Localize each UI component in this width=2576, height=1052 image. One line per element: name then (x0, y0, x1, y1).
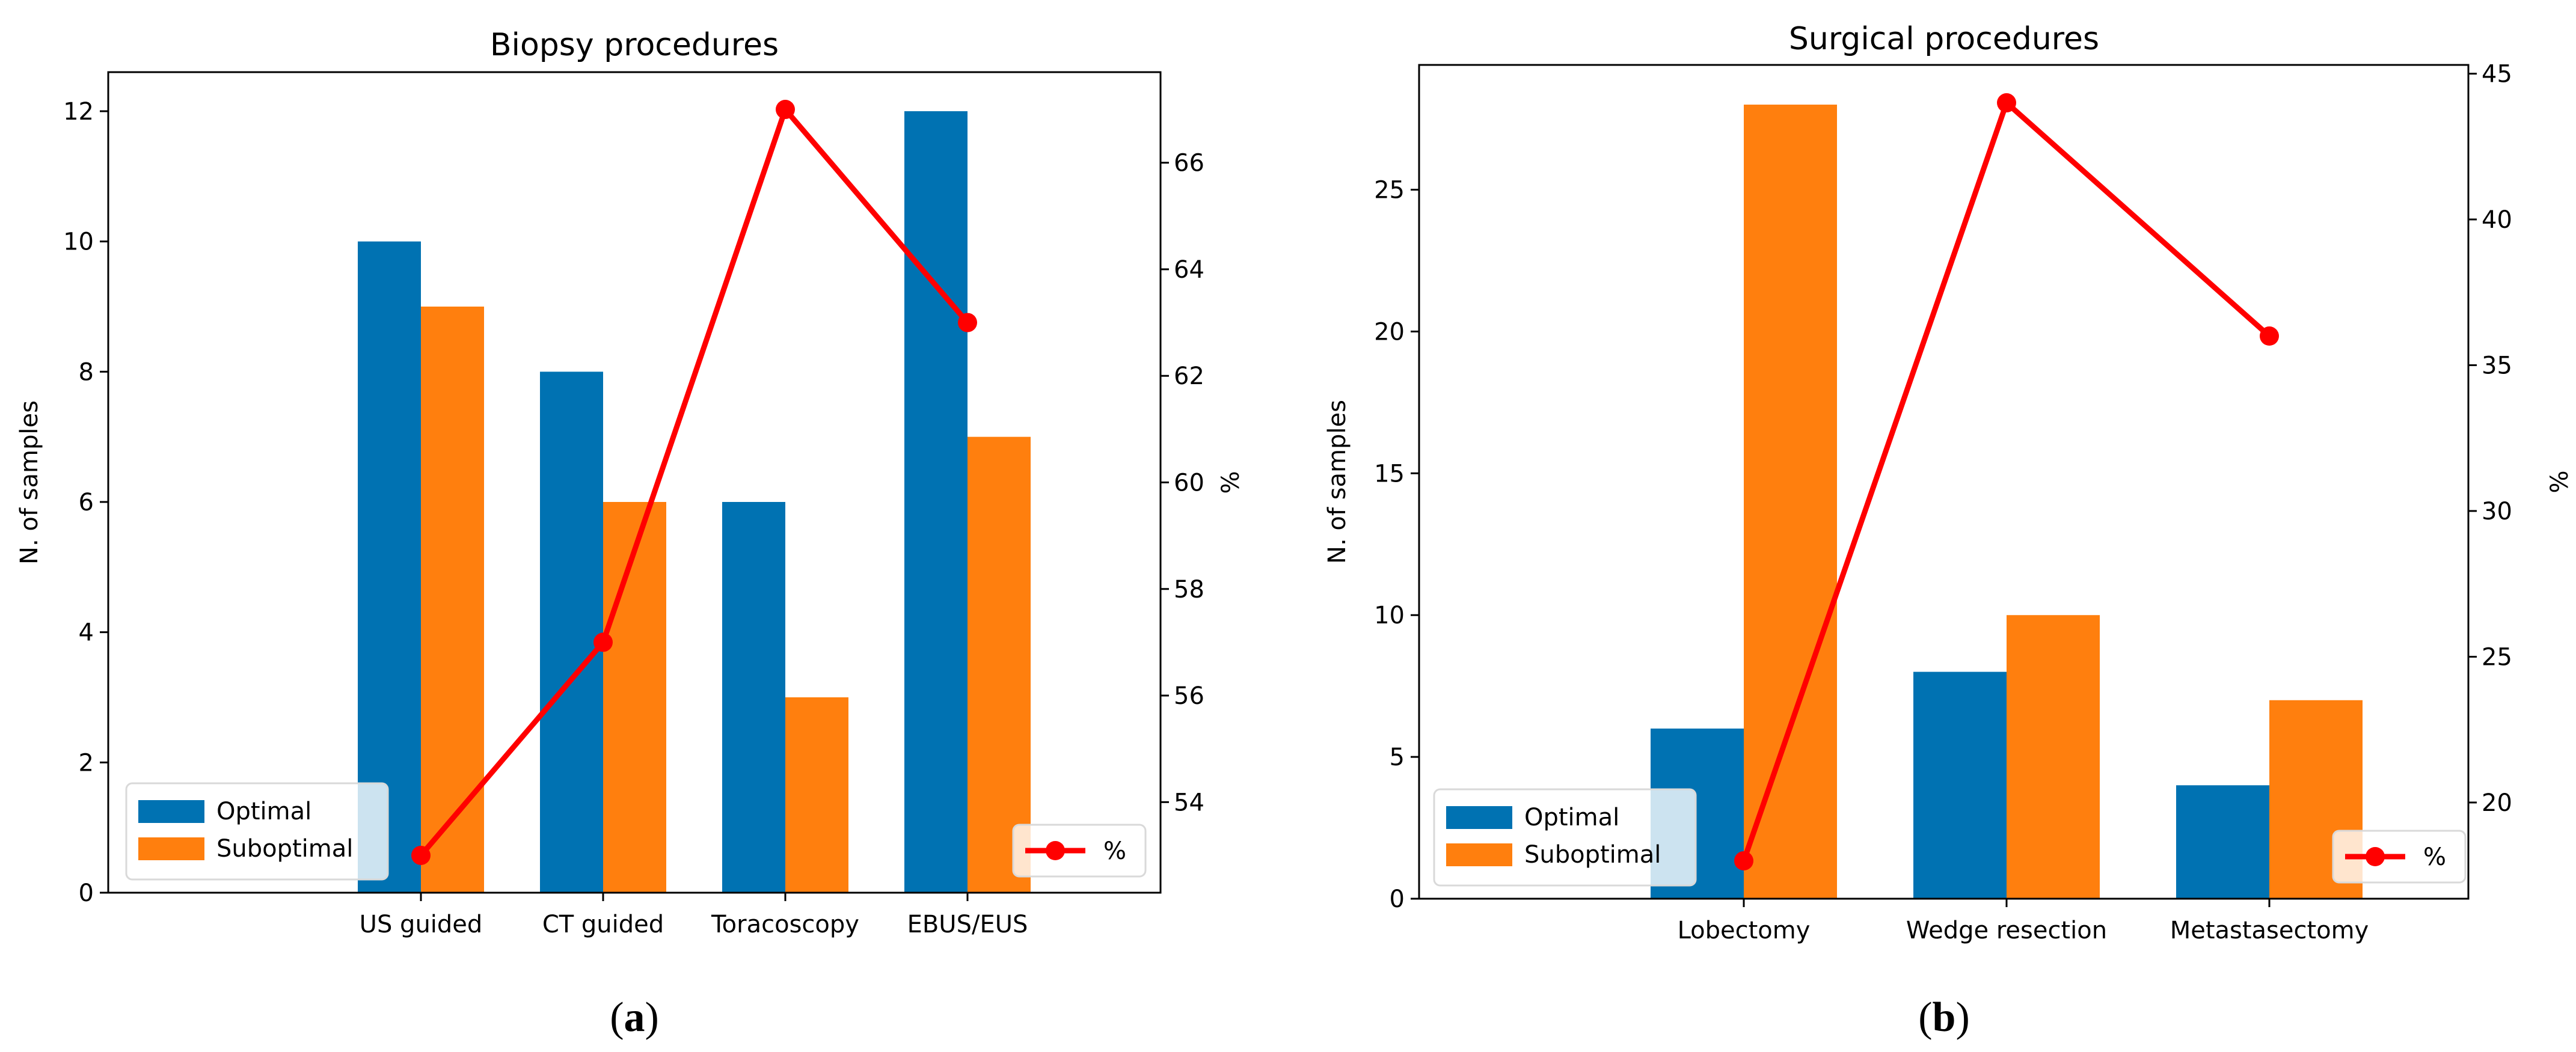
bar-suboptimal-0 (1744, 105, 1837, 899)
legend-label-suboptimal: Suboptimal (1524, 841, 1661, 869)
legend-label-percent: % (1103, 837, 1126, 865)
y2-tick-label: 20 (2482, 789, 2512, 817)
panel-caption: (b) (1918, 994, 1970, 1041)
panel-caption: (a) (610, 994, 659, 1041)
y2-tick-label: 40 (2482, 206, 2512, 234)
legend-swatch-suboptimal (1446, 843, 1512, 866)
line-legend: % (2332, 830, 2467, 884)
y-tick-label: 5 (1390, 744, 1405, 771)
percent-point-1 (593, 632, 613, 652)
bar-optimal-2 (722, 502, 785, 893)
bar-suboptimal-0 (421, 307, 484, 893)
x-tick-label: Wedge resection (1906, 917, 2107, 944)
y2-tick-label: 58 (1174, 576, 1204, 604)
y2-tick-label: 62 (1174, 362, 1204, 390)
y2-tick-label: 64 (1174, 256, 1204, 284)
percent-point-0 (411, 845, 431, 865)
y-tick-label: 15 (1374, 460, 1405, 488)
legend-line-marker (2366, 847, 2385, 866)
x-tick-label: Lobectomy (1678, 917, 1811, 944)
bar-optimal-1 (1913, 671, 2007, 899)
y-tick-label: 10 (63, 228, 94, 256)
y-axis-label: N. of samples (16, 400, 43, 564)
y2-tick-label: 25 (2482, 643, 2512, 671)
percent-point-2 (2260, 326, 2279, 346)
percent-line (419, 106, 970, 857)
legend-label-suboptimal: Suboptimal (216, 835, 353, 863)
legend-line-marker (1046, 841, 1065, 860)
percent-point-1 (1997, 93, 2016, 113)
y2-tick-label: 66 (1174, 150, 1204, 177)
x-tick-label: Metastasectomy (2170, 917, 2369, 944)
y2-tick-label: 54 (1174, 789, 1204, 816)
bar-suboptimal-2 (785, 697, 848, 893)
y-tick-label: 6 (79, 489, 94, 516)
bar-suboptimal-3 (968, 436, 1031, 893)
chart-title: Surgical procedures (1789, 21, 2099, 57)
legend-label-optimal: Optimal (1524, 804, 1619, 831)
line-legend: % (1012, 824, 1147, 878)
legend-swatch-optimal (138, 800, 204, 823)
bar-legend: Optimal Suboptimal (125, 782, 389, 881)
percent-point-0 (1734, 851, 1753, 870)
percent-point-2 (776, 100, 795, 120)
y-tick-label: 8 (79, 358, 94, 386)
legend-swatch-optimal (1446, 806, 1512, 829)
chart-title: Biopsy procedures (490, 27, 779, 63)
chart-a: 0 2 4 6 8 10 12 54 56 58 60 62 64 66 US guided CT guide… (16, 27, 1245, 1041)
x-tick-label: EBUS/EUS (907, 911, 1028, 938)
y-tick-label: 20 (1374, 318, 1405, 346)
y2-tick-label: 35 (2482, 352, 2512, 380)
y-tick-label: 25 (1374, 177, 1405, 204)
y-tick-label: 2 (79, 749, 94, 777)
bar-suboptimal-1 (603, 502, 666, 893)
y-tick-label: 0 (79, 879, 94, 907)
bar-optimal-2 (2176, 785, 2269, 899)
y2-tick-label: 56 (1174, 682, 1204, 710)
y-tick-label: 4 (79, 619, 94, 647)
legend-label-optimal: Optimal (216, 798, 311, 825)
bar-optimal-3 (904, 111, 968, 893)
y2-axis-label: % (1217, 471, 1245, 494)
y-tick-label: 0 (1390, 885, 1405, 913)
x-tick-label: CT guided (542, 911, 664, 938)
y-tick-label: 10 (1374, 602, 1405, 629)
legend-label-percent: % (2423, 843, 2446, 871)
y2-tick-label: 45 (2482, 61, 2512, 88)
x-tick-label: Toracoscopy (711, 911, 859, 938)
bar-optimal-1 (540, 372, 603, 893)
y2-tick-label: 30 (2482, 498, 2512, 525)
bar-legend: Optimal Suboptimal (1433, 788, 1697, 887)
percent-point-3 (958, 313, 977, 332)
legend-swatch-suboptimal (138, 837, 204, 860)
chart-b: 0 5 10 15 20 25 20 25 30 35 40 45 Lobectomy Wedge res… (1323, 21, 2574, 1041)
y-tick-label: 12 (63, 98, 94, 126)
plot-frame (1418, 64, 2470, 900)
y2-axis-label: % (2546, 470, 2574, 493)
x-tick-label: US guided (360, 911, 483, 938)
y2-tick-label: 60 (1174, 469, 1204, 497)
bar-suboptimal-1 (2007, 615, 2100, 899)
y-axis-label: N. of samples (1323, 400, 1351, 564)
